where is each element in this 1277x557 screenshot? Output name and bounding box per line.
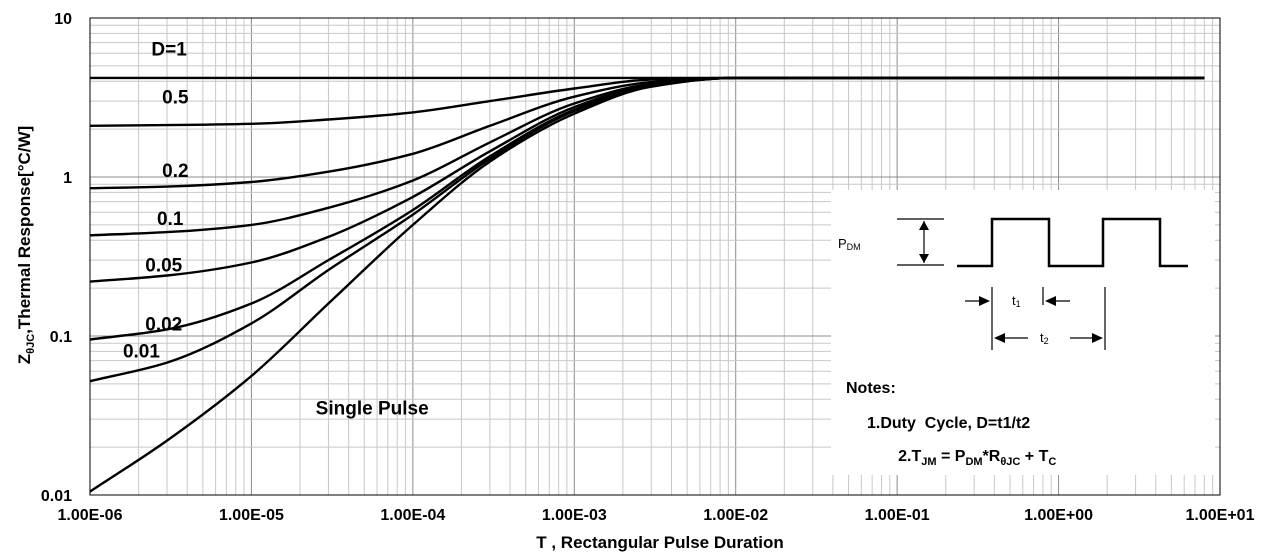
x-tick-label: 1.00E+00 [1024, 507, 1093, 524]
curve-label: D=1 [151, 40, 187, 61]
pulse-diagram-inset: PDM t1 t2 Notes: [831, 190, 1215, 475]
t1-arrow-left [1045, 296, 1056, 306]
t2-label: t2 [1040, 330, 1049, 346]
t2-arrow-left [994, 333, 1005, 343]
curve-label: 0.5 [162, 87, 189, 108]
note-junction-temp: 2.TJM = PDM*RθJC + TC [867, 448, 1079, 469]
curve-label: Single Pulse [316, 399, 429, 420]
curve-series-7 [89, 76, 1205, 493]
curve-label: 0.2 [162, 161, 188, 182]
y-tick-labels: 0.01 0.1 1 10 [41, 11, 72, 505]
y-tick-label: 1 [63, 170, 72, 187]
curve-label: 0.05 [145, 255, 182, 276]
inset-background [831, 190, 1215, 475]
x-tick-label: 1.00E-01 [865, 507, 930, 524]
t1-label: t1 [1012, 293, 1021, 309]
pdm-arrow-down [919, 254, 929, 263]
x-tick-label: 1.00E-04 [380, 507, 445, 524]
pdm-arrow-up [919, 221, 929, 230]
x-tick-label: 1.00E-02 [703, 507, 768, 524]
y-tick-label: 10 [54, 11, 72, 28]
y-tick-label: 0.1 [50, 329, 72, 346]
pdm-label: PDM [838, 236, 861, 252]
plot-frame [89, 17, 1221, 496]
curve-label: 0.1 [157, 209, 184, 230]
curve-labels: D=1 0.5 0.2 0.1 0.05 0.02 0.01 Single Pulse [123, 40, 429, 420]
pulse-waveform [957, 217, 1188, 268]
curves [89, 76, 1205, 493]
y-tick-label: 0.01 [41, 488, 72, 505]
curve-label: 0.01 [123, 342, 160, 363]
x-tick-labels: 1.00E-06 1.00E-05 1.00E-04 1.00E-03 1.00E-02… [58, 507, 1255, 524]
y-axis-title: ZθJC,Thermal Response[°C/W] [15, 126, 37, 364]
note-duty-cycle: 1.Duty Cycle, D=t1/t2 [867, 415, 1030, 432]
t1-arrow-right [979, 296, 990, 306]
notes-title: Notes: [846, 380, 896, 397]
x-tick-label: 1.00E-05 [219, 507, 284, 524]
x-tick-label: 1.00E-03 [542, 507, 607, 524]
x-tick-label: 1.00E+01 [1186, 507, 1255, 524]
x-tick-label: 1.00E-06 [58, 507, 123, 524]
t2-arrow-right [1092, 333, 1103, 343]
curve-label: 0.02 [145, 315, 182, 336]
curve-series-2 [89, 76, 1205, 190]
x-axis-title: T , Rectangular Pulse Duration [536, 533, 784, 552]
